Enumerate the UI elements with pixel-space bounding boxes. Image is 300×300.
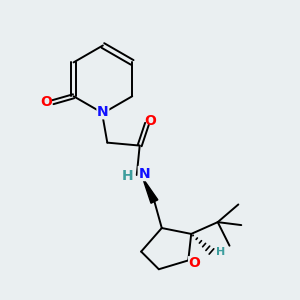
Text: N: N <box>97 105 109 119</box>
Text: O: O <box>144 114 156 128</box>
Text: O: O <box>188 256 200 270</box>
Text: O: O <box>40 95 52 109</box>
Text: H: H <box>122 169 134 184</box>
Text: N: N <box>138 167 150 181</box>
Text: H: H <box>216 247 225 257</box>
Polygon shape <box>142 178 158 203</box>
